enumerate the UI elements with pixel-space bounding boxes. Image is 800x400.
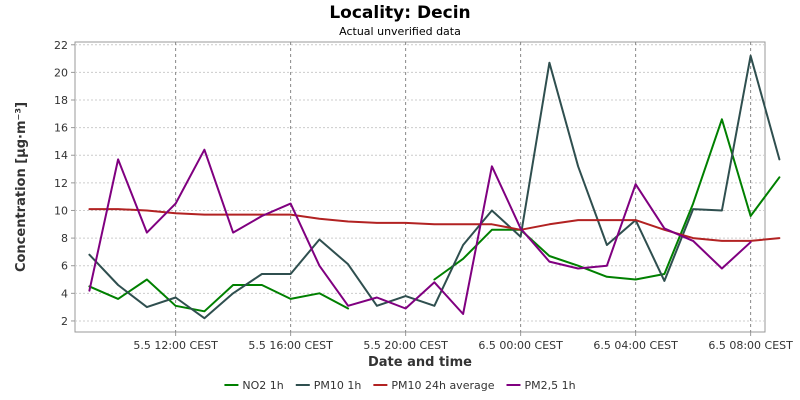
y-tick-label: 4 <box>61 287 68 300</box>
legend-item: PM10 24h average <box>373 379 495 392</box>
plot-area <box>74 41 766 333</box>
series-line-3 <box>88 148 752 315</box>
y-tick-label: 22 <box>54 39 68 52</box>
y-tick-label: 2 <box>61 315 68 328</box>
legend-label: PM10 1h <box>314 379 362 392</box>
x-axis: 5.5 12:00 CEST 5.5 16:00 CEST 5.5 20:00 CE… <box>133 332 793 352</box>
y-tick-label: 12 <box>54 177 68 190</box>
x-tick-label: 6.5 00:00 CEST <box>478 339 563 352</box>
chart-subtitle: Actual unverified data <box>339 25 461 38</box>
y-tick-label: 8 <box>61 232 68 245</box>
y-tick-label: 16 <box>54 122 68 135</box>
x-tick-label: 6.5 08:00 CEST <box>708 339 793 352</box>
y-axis-label: Concentration [µg·m⁻³] <box>14 102 29 272</box>
x-tick-label: 5.5 12:00 CEST <box>133 339 218 352</box>
y-axis: 2 4 6 8 10 12 14 16 18 20 22 <box>54 39 75 328</box>
series-layer <box>88 54 781 320</box>
x-tick-label: 5.5 20:00 CEST <box>363 339 448 352</box>
legend-item: NO2 1h <box>224 379 284 392</box>
y-tick-label: 6 <box>61 260 68 273</box>
series-line-0 <box>88 118 781 313</box>
legend-label: PM10 24h average <box>391 379 494 392</box>
y-tick-label: 18 <box>54 94 68 107</box>
y-tick-label: 14 <box>54 149 68 162</box>
legend-label: NO2 1h <box>242 379 283 392</box>
series-line-2 <box>88 208 781 242</box>
legend-item: PM2,5 1h <box>506 379 576 392</box>
chart-title: Locality: Decin <box>329 3 470 23</box>
legend: NO2 1h PM10 1h PM10 24h average PM2,5 1h <box>224 379 576 392</box>
x-axis-label: Date and time <box>368 355 472 370</box>
y-tick-label: 20 <box>54 66 68 79</box>
x-tick-label: 5.5 16:00 CEST <box>248 339 333 352</box>
x-tick-label: 6.5 04:00 CEST <box>593 339 678 352</box>
grid <box>75 42 765 332</box>
legend-label: PM2,5 1h <box>524 379 575 392</box>
y-tick-label: 10 <box>54 204 68 217</box>
series-line-1 <box>88 54 781 320</box>
plot-background <box>74 41 766 333</box>
legend-item: PM10 1h <box>295 379 362 392</box>
